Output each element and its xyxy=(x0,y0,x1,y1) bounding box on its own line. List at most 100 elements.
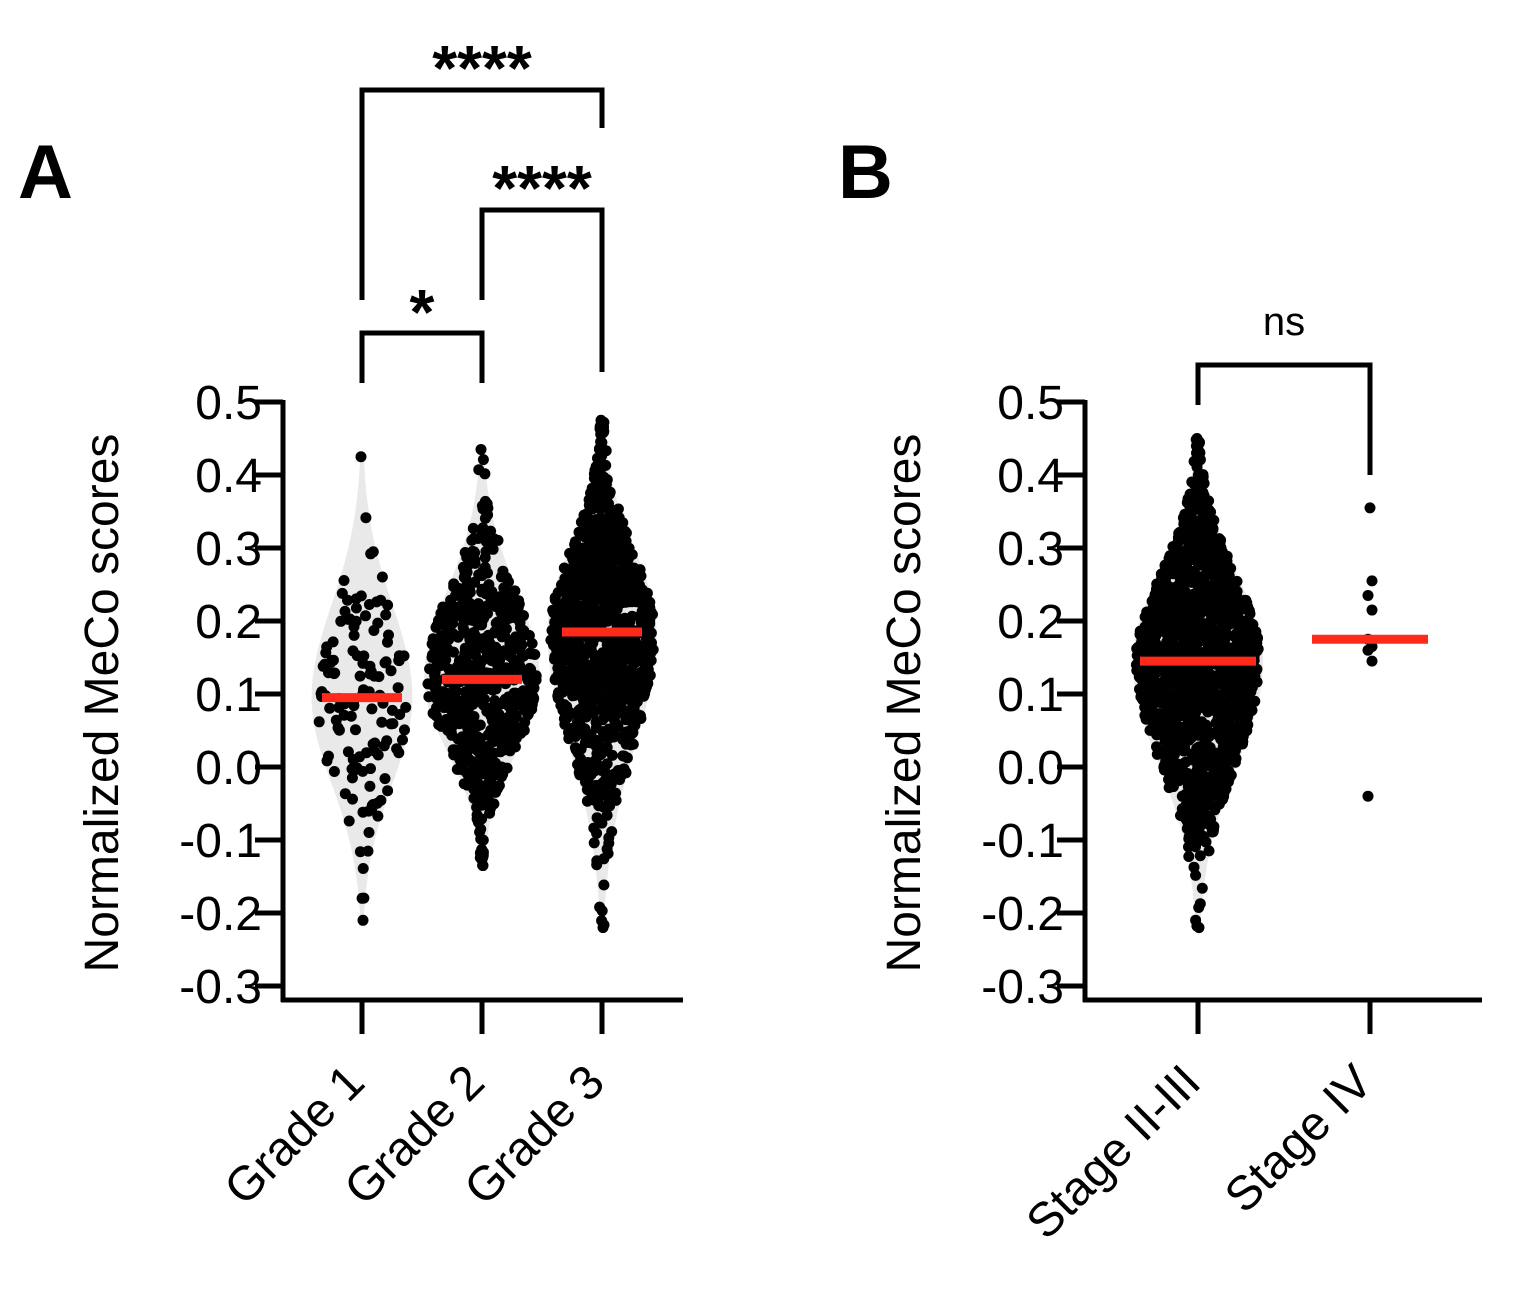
data-point xyxy=(1171,758,1183,770)
data-point xyxy=(1236,720,1248,732)
data-point xyxy=(458,651,470,663)
data-point xyxy=(594,681,606,693)
data-point xyxy=(509,709,521,721)
data-point xyxy=(487,684,499,696)
data-point xyxy=(597,922,609,934)
data-point xyxy=(460,778,472,790)
data-point xyxy=(367,546,379,558)
y-tick-label: -0.3 xyxy=(981,961,1064,1014)
data-point xyxy=(385,718,397,730)
data-point xyxy=(618,595,630,607)
significance-label: ns xyxy=(1263,300,1305,344)
data-point xyxy=(599,557,611,569)
data-point xyxy=(604,488,615,500)
data-point xyxy=(1183,833,1195,845)
data-point xyxy=(626,610,638,622)
data-point xyxy=(491,722,503,734)
data-point xyxy=(1179,706,1191,718)
data-point xyxy=(591,855,603,867)
data-point xyxy=(1165,611,1177,623)
data-point xyxy=(448,749,460,761)
significance-label: **** xyxy=(492,152,592,224)
data-point xyxy=(445,704,457,716)
data-point xyxy=(348,629,360,641)
data-point xyxy=(347,754,359,765)
data-point xyxy=(594,549,606,561)
data-point xyxy=(579,737,591,749)
data-point xyxy=(484,591,496,603)
data-point xyxy=(462,744,474,756)
data-point xyxy=(372,617,384,629)
data-point xyxy=(1219,633,1231,645)
y-tick-label: 0.5 xyxy=(997,377,1064,430)
data-point xyxy=(609,581,621,593)
data-point xyxy=(456,599,468,611)
data-point xyxy=(476,606,488,618)
data-point xyxy=(1223,575,1235,587)
data-point xyxy=(528,682,540,694)
data-point xyxy=(1209,544,1221,556)
data-point xyxy=(563,636,575,648)
data-point xyxy=(530,670,542,682)
panel-a: A Normalized MeCo scores -0.3 -0.2 -0.1 0.0 0.… xyxy=(18,32,683,1215)
data-point xyxy=(1234,694,1246,706)
data-point xyxy=(468,792,480,804)
data-point xyxy=(1247,639,1259,651)
data-point xyxy=(564,547,576,559)
data-point xyxy=(461,627,472,639)
data-point xyxy=(596,905,608,917)
data-point xyxy=(351,650,363,662)
data-point xyxy=(435,718,446,729)
data-point xyxy=(1203,845,1215,857)
data-point xyxy=(588,499,600,511)
data-point xyxy=(584,678,596,690)
data-point xyxy=(1191,495,1203,507)
significance-label: **** xyxy=(432,32,532,104)
data-point xyxy=(1206,761,1218,773)
data-point xyxy=(626,663,638,675)
data-point xyxy=(473,569,485,581)
data-point xyxy=(468,533,480,544)
data-point xyxy=(599,700,611,712)
data-point xyxy=(605,516,617,528)
y-tick-label: 0.0 xyxy=(997,742,1064,795)
data-point xyxy=(451,662,463,674)
data-point xyxy=(547,604,559,616)
data-point xyxy=(578,651,590,663)
data-point xyxy=(1138,676,1149,688)
data-point xyxy=(1184,638,1196,650)
y-tick-label: -0.1 xyxy=(981,815,1064,868)
data-point xyxy=(385,665,397,677)
data-point xyxy=(581,687,593,699)
data-point xyxy=(1159,560,1171,572)
data-point xyxy=(345,710,357,722)
data-point xyxy=(1163,596,1175,608)
data-point xyxy=(470,631,482,643)
data-point xyxy=(601,781,613,793)
data-point xyxy=(519,692,531,704)
data-point xyxy=(593,781,605,793)
data-point xyxy=(504,602,516,614)
data-point xyxy=(483,749,495,761)
data-point xyxy=(1204,615,1216,627)
data-point xyxy=(600,528,612,540)
data-point xyxy=(482,740,494,752)
data-point xyxy=(459,711,471,723)
data-point xyxy=(1205,785,1217,797)
data-point xyxy=(471,641,483,653)
data-point xyxy=(1192,570,1204,582)
data-point xyxy=(633,640,645,652)
significance-label: * xyxy=(410,276,435,348)
data-point xyxy=(1183,782,1195,794)
data-point xyxy=(516,639,528,651)
data-point xyxy=(1236,615,1248,627)
data-point xyxy=(363,599,375,610)
data-point xyxy=(1207,826,1219,838)
data-point xyxy=(1191,826,1203,838)
data-point xyxy=(369,745,381,757)
data-point xyxy=(474,719,486,731)
data-point xyxy=(588,822,600,834)
data-point xyxy=(363,827,375,838)
panel-letter: A xyxy=(18,130,73,215)
data-point xyxy=(452,582,464,594)
